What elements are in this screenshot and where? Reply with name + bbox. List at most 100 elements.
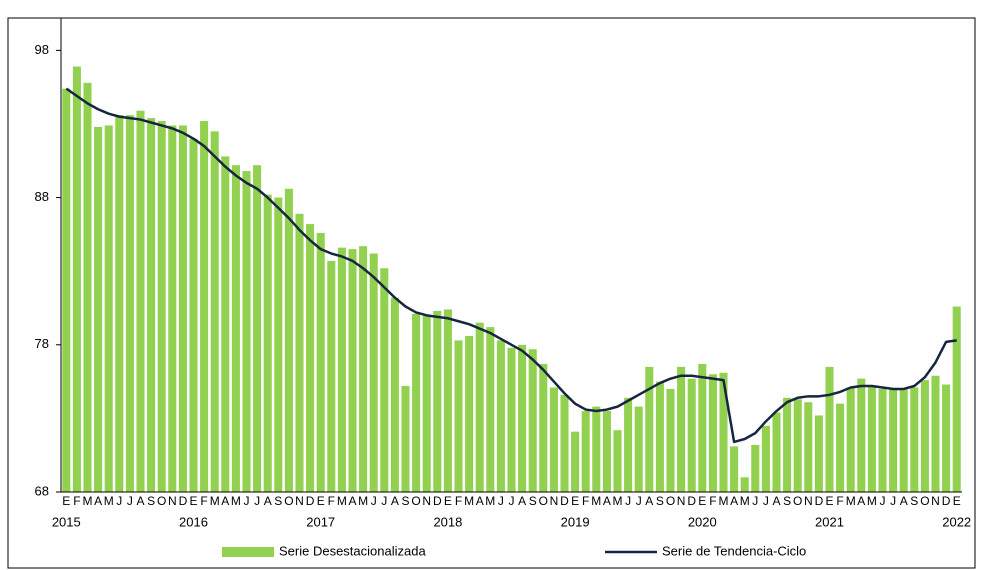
x-tick-label: J [752,494,758,508]
x-tick-label: O [920,494,929,508]
bar [465,335,474,492]
bar [327,260,336,492]
bar [698,363,707,492]
bar [920,380,929,492]
x-tick-label: A [772,494,780,508]
bar [793,399,802,492]
bar [666,388,675,492]
bar [804,402,813,492]
y-tick-label: 98 [35,42,49,57]
x-tick-label: A [518,494,526,508]
bar [496,340,505,492]
x-tick-label: A [264,494,272,508]
x-tick-label: J [116,494,122,508]
bar [687,378,696,492]
bar [867,386,876,492]
year-label: 2016 [179,514,208,529]
bar [178,125,187,492]
x-tick-label: O [284,494,293,508]
bar [549,387,558,492]
x-tick-label: S [529,494,537,508]
bar [486,327,495,492]
x-tick-label: M [104,494,114,508]
bar [899,388,908,492]
bar [708,374,717,492]
x-tick-label: J [509,494,515,508]
x-tick-label: A [730,494,738,508]
x-tick-label: A [857,494,865,508]
x-tick-label: F [73,494,80,508]
x-tick-label: E [953,494,961,508]
x-tick-label: J [625,494,631,508]
x-tick-label: S [656,494,664,508]
x-tick-label: S [147,494,155,508]
x-tick-label: J [127,494,133,508]
bar [931,375,940,492]
x-tick-label: S [910,494,918,508]
bar [846,387,855,492]
x-tick-label: M [358,494,368,508]
bar [655,381,664,492]
bar [157,121,166,492]
y-tick-label: 78 [35,336,49,351]
year-label: 2022 [942,514,971,529]
bar [581,411,590,492]
legend-label: Serie de Tendencia-Ciclo [662,543,806,558]
x-tick-label: J [371,494,377,508]
bar [475,322,484,492]
bar [825,366,834,492]
x-tick-label: N [550,494,559,508]
bar [147,118,156,493]
bar [125,115,134,493]
x-tick-label: M [485,494,495,508]
bar [454,340,463,492]
x-tick-label: N [422,494,431,508]
x-tick-label: E [825,494,833,508]
bar [719,372,728,492]
bar [348,249,357,492]
bar [814,415,823,492]
year-label: 2017 [306,514,335,529]
x-tick-label: A [603,494,611,508]
x-tick-label: M [83,494,93,508]
bar [412,313,421,492]
bar [274,197,283,492]
bar [624,397,633,492]
year-label: 2020 [688,514,717,529]
x-tick-label: D [560,494,569,508]
x-tick-label: J [880,494,886,508]
year-label: 2019 [561,514,590,529]
x-tick-label: A [391,494,399,508]
bar [263,194,272,492]
year-label: 2021 [815,514,844,529]
x-tick-label: E [571,494,579,508]
x-tick-label: M [210,494,220,508]
x-tick-label: D [687,494,696,508]
x-tick-label: O [539,494,548,508]
x-tick-label: A [348,494,356,508]
bar [401,386,410,492]
bar [306,224,315,492]
bar [231,165,240,493]
bar [210,131,219,492]
x-tick-label: E [317,494,325,508]
x-tick-label: A [900,494,908,508]
x-tick-label: F [582,494,589,508]
x-tick-label: M [231,494,241,508]
x-tick-label: D [179,494,188,508]
x-tick-label: O [666,494,675,508]
bar [359,246,368,492]
bar [560,394,569,492]
x-tick-label: M [846,494,856,508]
bar [337,247,346,492]
bar [761,425,770,492]
frame [7,17,976,569]
x-tick-label: S [274,494,282,508]
bar [284,188,293,493]
x-tick-label: J [498,494,504,508]
bar [730,446,739,492]
x-tick-label: M [740,494,750,508]
bar [836,403,845,492]
x-tick-label: M [337,494,347,508]
